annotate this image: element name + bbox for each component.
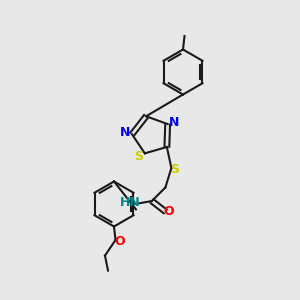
Text: N: N <box>169 116 179 129</box>
Text: S: S <box>134 150 143 163</box>
Text: S: S <box>170 163 179 176</box>
Text: O: O <box>115 235 125 248</box>
Text: N: N <box>120 126 130 139</box>
Text: O: O <box>164 205 174 218</box>
Text: HN: HN <box>120 196 140 209</box>
